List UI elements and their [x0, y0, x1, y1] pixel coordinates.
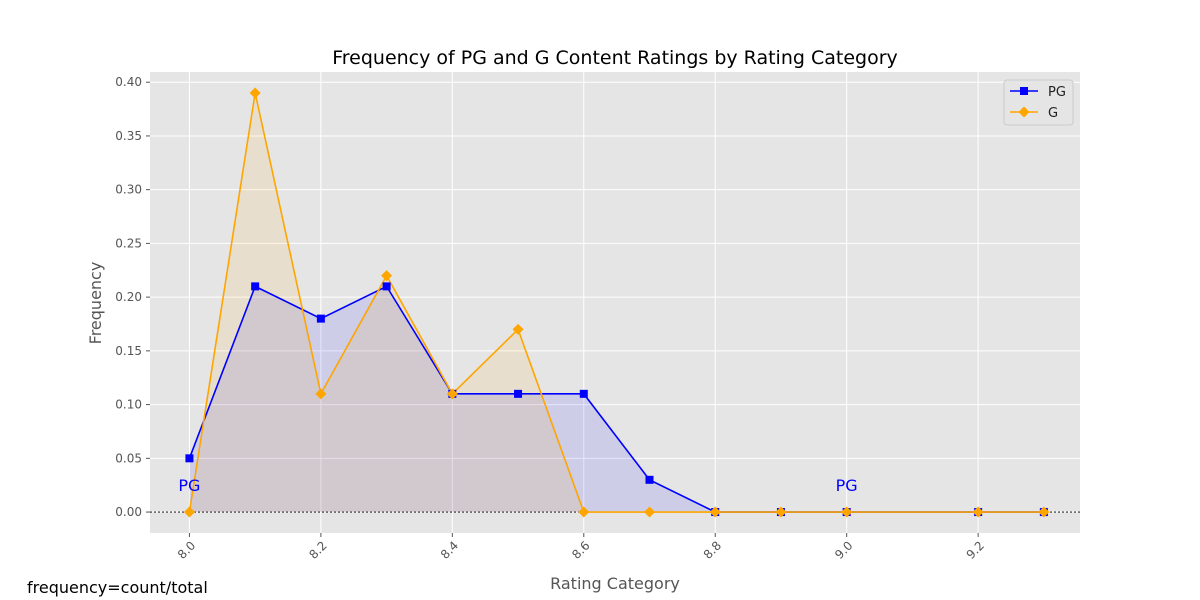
annotation-label: PG: [836, 476, 858, 495]
data-point-g: [709, 506, 721, 518]
data-point-g: [972, 506, 984, 518]
grid-lines: [150, 72, 1080, 533]
legend-label: PG: [1048, 85, 1066, 100]
y-tick-label: 0.35: [115, 129, 142, 143]
data-point-pg: [579, 389, 588, 398]
data-point-g: [249, 87, 261, 99]
data-point-g: [644, 506, 656, 518]
legend-label: G: [1048, 106, 1058, 121]
y-axis-label: Frequency: [86, 262, 105, 345]
legend-diamond-marker: [1018, 106, 1030, 118]
y-tick-label: 0.10: [115, 398, 142, 412]
x-tick-label: 9.2: [964, 538, 987, 561]
y-tick-label: 0.40: [115, 75, 142, 89]
x-tick-label: 8.4: [438, 538, 461, 561]
chart-title: Frequency of PG and G Content Ratings by…: [332, 47, 898, 69]
data-point-g: [183, 506, 195, 518]
x-tick-label: 9.0: [832, 538, 855, 561]
series-fill-pg: [189, 286, 1044, 513]
data-point-pg: [251, 282, 260, 291]
legend: PG G: [1003, 79, 1074, 126]
x-tick-label: 8.0: [175, 538, 198, 561]
y-tick-label: 0.20: [115, 290, 142, 304]
data-point-pg: [514, 389, 523, 398]
y-tick-labels: 0.00 0.05 0.10 0.15 0.20 0.25 0.30 0.35 0.40: [115, 75, 150, 519]
x-tick-label: 8.8: [701, 538, 724, 561]
annotation-label: PG: [178, 476, 200, 495]
data-point-g: [381, 270, 393, 282]
series-fills: [189, 92, 1044, 513]
data-point-g: [841, 506, 853, 518]
x-tick-label: 8.6: [569, 538, 592, 561]
y-tick-label: 0.30: [115, 183, 142, 197]
data-point-g: [512, 323, 524, 335]
footnote: frequency=count/total: [27, 578, 208, 597]
data-point-g: [315, 388, 327, 400]
data-point-g: [775, 506, 787, 518]
annotations: PG PG: [178, 476, 857, 495]
x-axis-label: Rating Category: [550, 574, 680, 593]
series-markers: [183, 87, 1050, 518]
plot-background: [150, 72, 1080, 533]
data-point-pg: [185, 454, 194, 463]
x-tick-labels: 8.0 8.2 8.4 8.6 8.8 9.0 9.2: [175, 533, 987, 562]
data-point-pg: [645, 475, 654, 484]
series-fill-g: [189, 92, 1044, 513]
data-point-g: [446, 388, 458, 400]
y-tick-label: 0.15: [115, 344, 142, 358]
y-tick-label: 0.25: [115, 236, 142, 250]
data-point-pg: [316, 314, 325, 323]
x-tick-label: 8.2: [306, 538, 329, 561]
y-tick-label: 0.05: [115, 451, 142, 465]
y-tick-label: 0.00: [115, 505, 142, 519]
data-point-g: [578, 506, 590, 518]
data-point-pg: [382, 282, 391, 291]
data-point-g: [1038, 506, 1050, 518]
legend-square-marker: [1020, 87, 1028, 95]
